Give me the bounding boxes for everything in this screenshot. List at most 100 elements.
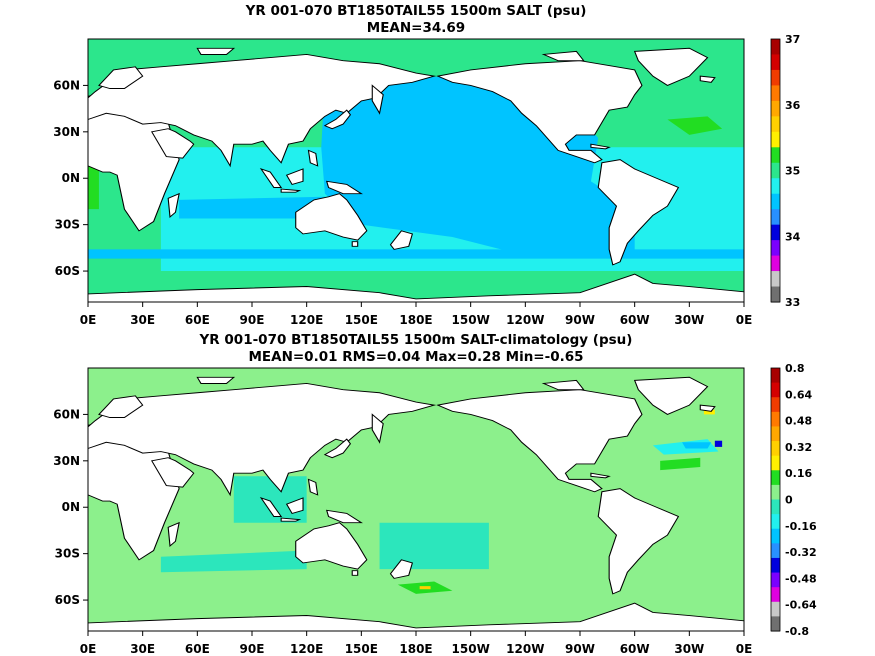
colorbar-swatch bbox=[771, 69, 780, 87]
colorbar-label: 35 bbox=[785, 165, 800, 178]
colorbar-swatch bbox=[771, 255, 780, 272]
colorbar-swatch bbox=[771, 441, 780, 457]
colorbar-swatch bbox=[771, 455, 780, 471]
x-tick-label: 90W bbox=[565, 313, 595, 327]
field-region bbox=[667, 116, 723, 135]
x-tick-label: 120E bbox=[290, 642, 323, 656]
y-tick-label: 60N bbox=[53, 407, 80, 421]
x-tick-label: 120E bbox=[290, 313, 323, 327]
colorbar-swatch bbox=[771, 499, 780, 515]
field-region bbox=[233, 476, 307, 523]
colorbar-label: -0.64 bbox=[785, 599, 817, 612]
x-tick-label: 0E bbox=[80, 642, 97, 656]
colorbar-label: 0.64 bbox=[785, 388, 812, 401]
salinity-field-2 bbox=[88, 368, 744, 631]
salinity-field-1 bbox=[88, 39, 744, 302]
colorbar-2: 0.8 0.64 0.48 0.32 0.16 0 -0.16 -0.32 -0.48 -0.64… bbox=[770, 362, 817, 638]
x-tick-label: 30W bbox=[674, 642, 704, 656]
y-tick-label: 60S bbox=[55, 593, 80, 607]
y-tick-label: 0N bbox=[62, 171, 80, 185]
field-region bbox=[660, 457, 701, 471]
colorbar-label: -0.8 bbox=[785, 625, 809, 638]
colorbar-swatch bbox=[771, 557, 780, 574]
colorbar-swatch bbox=[771, 587, 780, 603]
colorbar-label: 34 bbox=[785, 230, 801, 243]
colorbar-swatch bbox=[771, 572, 780, 588]
x-tick-label: 150W bbox=[452, 642, 490, 656]
y-tick-label: 30N bbox=[53, 454, 80, 468]
x-tick-label: 60W bbox=[620, 313, 650, 327]
colorbar-frame bbox=[770, 367, 781, 632]
x-tick-label: 150E bbox=[345, 313, 378, 327]
x-tick-label: 0E bbox=[736, 313, 753, 327]
map-panel-1: 0E 30E 60E 90E 120E 150E 180E 150W 120W 90W 60W 30W… bbox=[53, 33, 800, 327]
field-region bbox=[160, 550, 307, 573]
x-tick-label: 90E bbox=[240, 313, 265, 327]
x-tick-label: 0E bbox=[736, 642, 753, 656]
colorbar-swatch bbox=[771, 116, 780, 133]
colorbar-swatch bbox=[771, 368, 780, 384]
colorbar-1: 37 36 35 34 33 bbox=[770, 33, 801, 309]
map1-subtitle: MEAN=34.69 bbox=[366, 20, 466, 36]
x-tick-label: 150E bbox=[345, 642, 378, 656]
colorbar-swatch bbox=[771, 39, 780, 56]
y-tick-label: 60N bbox=[53, 78, 80, 92]
x-tick-label: 180E bbox=[399, 642, 432, 656]
x-tick-label: 120W bbox=[506, 642, 544, 656]
map2-subtitle: MEAN=0.01 RMS=0.04 Max=0.28 Min=-0.65 bbox=[248, 349, 584, 365]
field-region bbox=[714, 440, 723, 447]
colorbar-swatch bbox=[771, 397, 780, 413]
colorbar-swatch bbox=[771, 85, 780, 102]
colorbar-label: 0 bbox=[785, 494, 793, 507]
y-tick-label: 30S bbox=[55, 218, 80, 232]
colorbar-swatch bbox=[771, 193, 780, 210]
colorbar-label: 0.32 bbox=[785, 441, 812, 454]
colorbar-swatch bbox=[771, 100, 780, 117]
colorbar-swatch bbox=[771, 470, 780, 486]
x-tick-label: 180E bbox=[399, 313, 432, 327]
colorbar-swatch bbox=[771, 543, 780, 559]
x-tick-label: 30E bbox=[130, 313, 155, 327]
colorbar-swatch bbox=[771, 411, 780, 428]
colorbar-label: 0.16 bbox=[785, 467, 812, 480]
colorbar-swatch bbox=[771, 382, 780, 398]
colorbar-label: 37 bbox=[785, 33, 800, 46]
colorbar-swatch bbox=[771, 426, 780, 442]
colorbar-swatch bbox=[771, 271, 780, 288]
map-panel-2: 0E 30E 60E 90E 120E 150E 180E 150W 120W 90W 60W 30W… bbox=[53, 362, 817, 656]
colorbar-swatch bbox=[771, 616, 780, 632]
y-tick-label: 60S bbox=[55, 264, 80, 278]
x-tick-label: 30E bbox=[130, 642, 155, 656]
y-tick-label: 30N bbox=[53, 125, 80, 139]
field-region bbox=[88, 249, 744, 259]
colorbar-swatch bbox=[771, 147, 780, 164]
x-tick-label: 150W bbox=[452, 313, 490, 327]
x-tick-label: 0E bbox=[80, 313, 97, 327]
colorbar-label: -0.32 bbox=[785, 546, 817, 559]
y-tick-label: 30S bbox=[55, 547, 80, 561]
field-region bbox=[682, 442, 712, 449]
colorbar-label: -0.48 bbox=[785, 572, 817, 585]
x-tick-label: 60E bbox=[185, 642, 210, 656]
colorbar-swatch bbox=[771, 528, 780, 544]
colorbar-swatch bbox=[771, 514, 780, 530]
colorbar-swatch bbox=[771, 162, 780, 179]
colorbar-label: 0.48 bbox=[785, 415, 812, 428]
colorbar-swatch bbox=[771, 54, 780, 71]
colorbar-swatch bbox=[771, 131, 780, 148]
colorbar-swatch bbox=[771, 286, 780, 303]
colorbar-label: 33 bbox=[785, 296, 800, 309]
x-tick-label: 30W bbox=[674, 313, 704, 327]
x-tick-label: 60W bbox=[620, 642, 650, 656]
x-tick-label: 90W bbox=[565, 642, 595, 656]
field-region bbox=[419, 586, 431, 590]
colorbar-swatch bbox=[771, 601, 780, 617]
colorbar-label: -0.16 bbox=[785, 520, 817, 533]
colorbar-swatch bbox=[771, 224, 780, 241]
colorbar-swatch bbox=[771, 178, 780, 195]
x-tick-label: 60E bbox=[185, 313, 210, 327]
map2-title: YR 001-070 BT1850TAIL55 1500m SALT-clima… bbox=[199, 332, 633, 348]
colorbar-frame bbox=[770, 38, 781, 303]
x-tick-label: 90E bbox=[240, 642, 265, 656]
map1-title: YR 001-070 BT1850TAIL55 1500m SALT (psu) bbox=[245, 3, 587, 19]
